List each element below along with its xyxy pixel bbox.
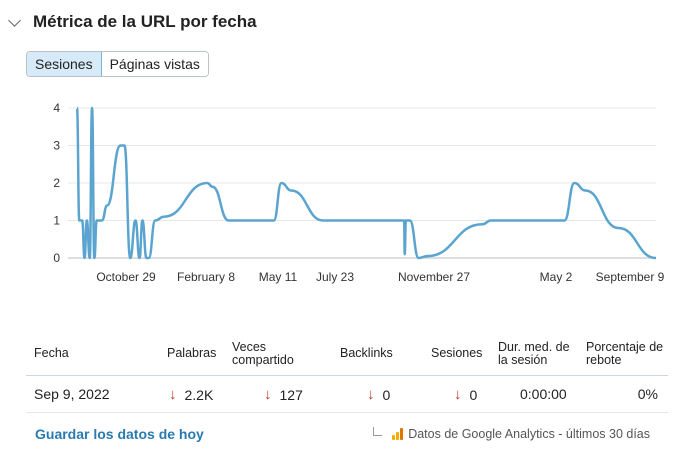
- x-tick-label: September 9: [596, 270, 665, 284]
- table-header: Fecha Palabras Veces compartido Backlink…: [26, 337, 668, 376]
- footer: Guardar los datos de hoy Datos de Google…: [26, 424, 668, 446]
- down-arrow-icon: ↓: [367, 386, 375, 403]
- chevron-down-icon[interactable]: [8, 13, 21, 27]
- x-tick-label: July 23: [316, 270, 354, 284]
- table-row: Sep 9, 2022 ↓ 2.2K ↓ 127 ↓ 0 ↓ 0 0:00:00…: [26, 376, 668, 413]
- cell-palabras-value: 2.2K: [184, 386, 214, 403]
- sessions-line-chart: 0 1 2 3 4 October 29 February 8 May 11 July 23 No…: [53, 101, 665, 284]
- header-fecha: Fecha: [34, 346, 69, 360]
- x-tick-label: May 2: [540, 270, 573, 284]
- cell-rebote: 0%: [637, 386, 658, 402]
- x-tick-label: October 29: [96, 270, 156, 284]
- cell-duracion: 0:00:00: [520, 386, 567, 402]
- cell-compartido: ↓ 127: [264, 386, 303, 403]
- cell-fecha: Sep 9, 2022: [34, 386, 110, 402]
- header-veces-compartido: Veces compartido: [232, 340, 294, 367]
- cell-backlinks-value: 0: [382, 386, 391, 403]
- down-arrow-icon: ↓: [169, 386, 177, 403]
- google-analytics-icon: [392, 428, 404, 440]
- toggle-paginas-vistas[interactable]: Páginas vistas: [101, 52, 208, 76]
- section-title: Métrica de la URL por fecha: [33, 12, 257, 31]
- cell-compartido-value: 127: [279, 386, 303, 403]
- down-arrow-icon: ↓: [264, 386, 272, 403]
- header-backlinks: Backlinks: [340, 346, 393, 360]
- metric-toggle: Sesiones Páginas vistas: [26, 51, 209, 77]
- x-tick-label: November 27: [398, 270, 470, 284]
- ga-note-text: Datos de Google Analytics - últimos 30 d…: [408, 427, 650, 441]
- y-tick-label: 2: [53, 176, 60, 190]
- header-sesiones: Sesiones: [431, 346, 483, 360]
- x-tick-label: May 11: [259, 270, 298, 284]
- cell-backlinks: ↓ 0: [367, 386, 390, 403]
- header-rebote: Porcentaje de rebote: [586, 340, 664, 367]
- header-palabras: Palabras: [167, 346, 217, 360]
- sessions-series-line: [75, 106, 657, 260]
- y-tick-label: 4: [53, 101, 60, 115]
- ga-source-note: Datos de Google Analytics - últimos 30 d…: [373, 426, 650, 441]
- header-duracion: Dur. med. de la sesión: [498, 340, 570, 367]
- toggle-sesiones[interactable]: Sesiones: [27, 52, 102, 76]
- url-metrics-table: Fecha Palabras Veces compartido Backlink…: [26, 337, 668, 413]
- cell-sesiones: ↓ 0: [454, 386, 477, 403]
- x-tick-label: February 8: [177, 270, 235, 284]
- down-arrow-icon: ↓: [454, 386, 462, 403]
- section-header[interactable]: Métrica de la URL por fecha: [8, 8, 257, 36]
- y-tick-label: 0: [53, 251, 60, 265]
- cell-sesiones-value: 0: [469, 386, 478, 403]
- y-tick-label: 1: [53, 214, 60, 228]
- bracket-decoration: [373, 426, 383, 436]
- y-tick-label: 3: [53, 139, 60, 153]
- cell-palabras: ↓ 2.2K: [169, 386, 213, 403]
- save-today-data-link[interactable]: Guardar los datos de hoy: [35, 426, 204, 442]
